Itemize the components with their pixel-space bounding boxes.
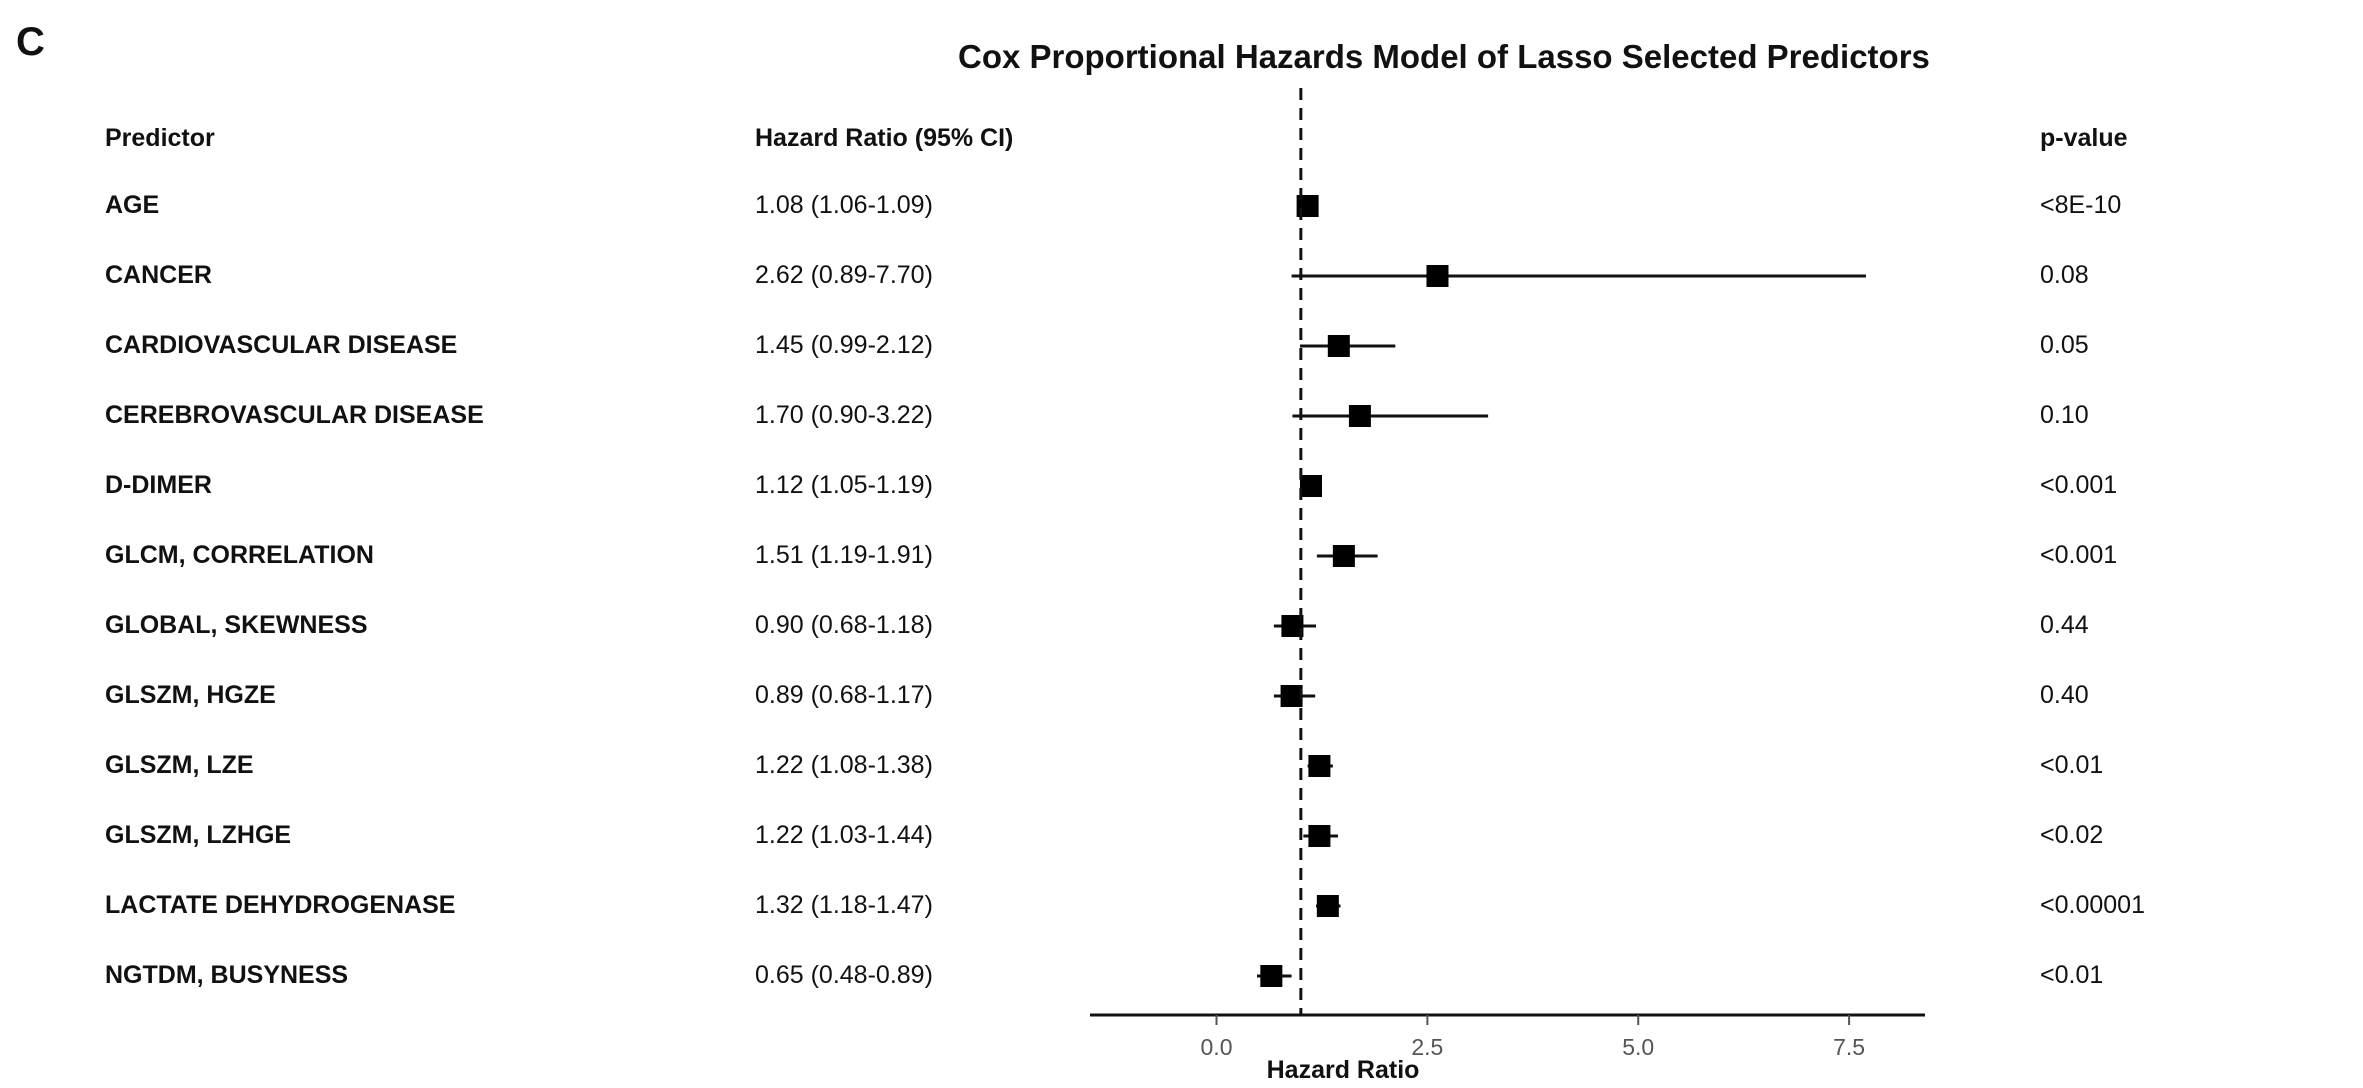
p-value-label: 0.44	[2040, 611, 2089, 639]
predictor-column-header: Predictor	[105, 124, 215, 152]
hazard-ratio-column-header: Hazard Ratio (95% CI)	[755, 124, 1014, 152]
hazard-ratio-label: 1.32 (1.18-1.47)	[755, 891, 933, 919]
hazard-ratio-marker	[1327, 335, 1350, 357]
hazard-ratio-marker	[1308, 825, 1331, 847]
p-value-label: <0.01	[2040, 961, 2104, 989]
predictor-label: D-DIMER	[105, 471, 212, 499]
p-value-label: <8E-10	[2040, 191, 2122, 219]
panel-label: C	[16, 20, 45, 64]
hazard-ratio-label: 1.45 (0.99-2.12)	[755, 331, 933, 359]
hazard-ratio-label: 0.89 (0.68-1.17)	[755, 681, 933, 709]
x-tick-label: 7.5	[1833, 1034, 1865, 1060]
x-tick-label: 0.0	[1201, 1034, 1233, 1060]
x-axis-title: Hazard Ratio	[1267, 1056, 1420, 1084]
hazard-ratio-label: 1.22 (1.08-1.38)	[755, 751, 933, 779]
hazard-ratio-marker	[1281, 615, 1304, 637]
p-value-label: <0.00001	[2040, 891, 2145, 919]
hazard-ratio-marker	[1316, 895, 1339, 917]
x-tick-label: 5.0	[1622, 1034, 1654, 1060]
predictor-label: NGTDM, BUSYNESS	[105, 961, 349, 989]
hazard-ratio-label: 1.70 (0.90-3.22)	[755, 401, 933, 429]
hazard-ratio-label: 0.65 (0.48-0.89)	[755, 961, 933, 989]
hazard-ratio-label: 2.62 (0.89-7.70)	[755, 261, 933, 289]
hazard-ratio-marker	[1280, 685, 1303, 707]
hazard-ratio-marker	[1348, 405, 1371, 427]
p-value-label: <0.001	[2040, 471, 2118, 499]
predictor-label: CARDIOVASCULAR DISEASE	[105, 331, 458, 359]
predictor-label: GLSZM, LZHGE	[105, 821, 292, 849]
hazard-ratio-marker	[1260, 965, 1283, 987]
x-tick-label: 2.5	[1411, 1034, 1443, 1060]
hazard-ratio-label: 1.08 (1.06-1.09)	[755, 191, 933, 219]
hazard-ratio-label: 1.22 (1.03-1.44)	[755, 821, 933, 849]
hazard-ratio-label: 0.90 (0.68-1.18)	[755, 611, 933, 639]
p-value-column-header: p-value	[2040, 124, 2128, 152]
p-value-label: 0.10	[2040, 401, 2089, 429]
p-value-label: <0.02	[2040, 821, 2104, 849]
p-value-label: 0.05	[2040, 331, 2089, 359]
predictor-label: GLCM, CORRELATION	[105, 541, 374, 569]
p-value-label: 0.08	[2040, 261, 2089, 289]
predictor-label: CEREBROVASCULAR DISEASE	[105, 401, 484, 429]
hazard-ratio-label: 1.51 (1.19-1.91)	[755, 541, 933, 569]
hazard-ratio-marker	[1308, 755, 1331, 777]
predictor-label: GLSZM, HGZE	[105, 681, 276, 709]
p-value-label: <0.001	[2040, 541, 2118, 569]
predictor-label: LACTATE DEHYDROGENASE	[105, 891, 456, 919]
p-value-label: 0.40	[2040, 681, 2089, 709]
hazard-ratio-marker	[1426, 265, 1449, 287]
hazard-ratio-label: 1.12 (1.05-1.19)	[755, 471, 933, 499]
hazard-ratio-marker	[1332, 545, 1355, 567]
predictor-label: GLSZM, LZE	[105, 751, 254, 779]
hazard-ratio-marker	[1299, 475, 1322, 497]
predictor-label: CANCER	[105, 261, 212, 289]
p-value-label: <0.01	[2040, 751, 2104, 779]
predictor-label: AGE	[105, 191, 160, 219]
chart-title: Cox Proportional Hazards Model of Lasso …	[958, 38, 1930, 75]
predictor-label: GLOBAL, SKEWNESS	[105, 611, 368, 639]
